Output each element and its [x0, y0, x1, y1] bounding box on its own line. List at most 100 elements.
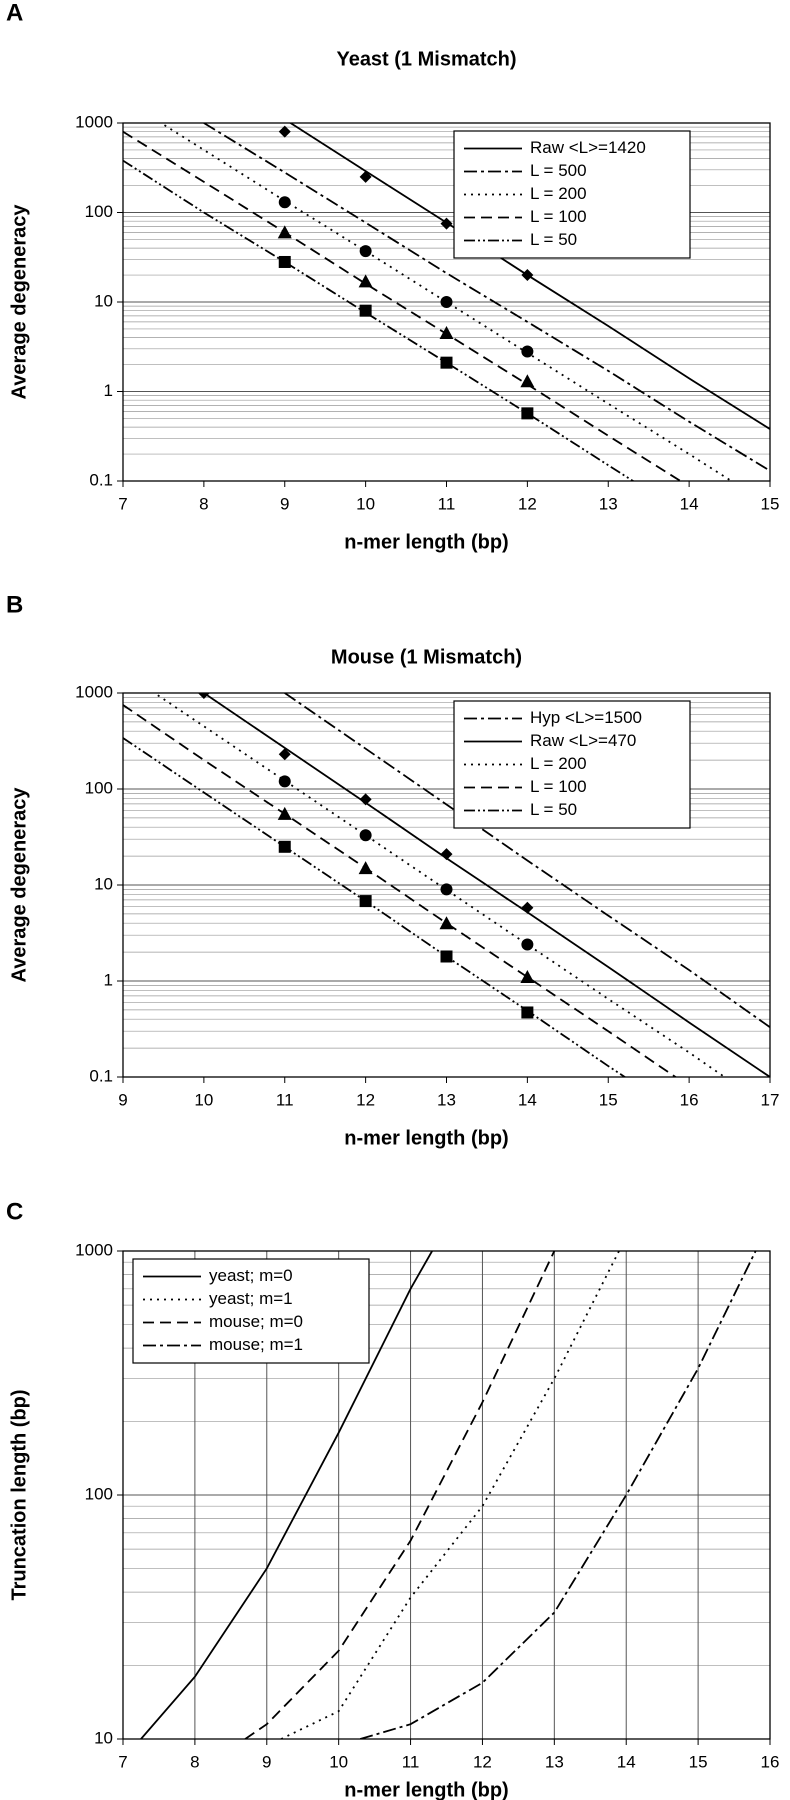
- x-tick-label: 15: [761, 494, 780, 513]
- y-tick-label: 1: [104, 970, 113, 989]
- y-tick-label: 10: [94, 1728, 113, 1747]
- y-axis-title: Truncation length (bp): [8, 1389, 30, 1600]
- marker: [278, 748, 291, 761]
- marker: [440, 356, 453, 369]
- marker: [440, 296, 453, 308]
- y-tick-label: 1: [104, 381, 113, 400]
- y-tick-label: 1000: [75, 1240, 113, 1259]
- marker: [359, 829, 372, 842]
- series-group: [140, 1251, 757, 1739]
- y-tick-label: 100: [85, 202, 113, 221]
- x-tick-label: 12: [518, 494, 537, 513]
- x-tick-label: 16: [761, 1752, 780, 1771]
- y-tick-label: 10: [94, 874, 113, 893]
- y-tick-label: 100: [85, 778, 113, 797]
- x-tick-label: 10: [194, 1090, 213, 1109]
- marker: [439, 916, 454, 930]
- x-tick-label: 9: [262, 1752, 271, 1771]
- x-tick-label: 14: [518, 1090, 537, 1109]
- x-tick-label: 11: [402, 1752, 420, 1771]
- series-line: [359, 1251, 757, 1739]
- marker: [277, 225, 292, 239]
- marker: [358, 861, 373, 875]
- marker: [440, 950, 453, 963]
- x-tick-label: 8: [199, 494, 208, 513]
- plot-frame: [122, 692, 771, 1078]
- x-tick-label: 7: [118, 494, 127, 513]
- series-group: [123, 123, 770, 481]
- marker: [359, 895, 372, 908]
- x-tick-label: 17: [761, 1090, 780, 1109]
- marker: [440, 217, 453, 230]
- legend-label: Raw <L>=1420: [530, 138, 646, 157]
- marker: [440, 848, 453, 861]
- y-tick-label: 0.1: [89, 1066, 113, 1085]
- x-tick-label: 12: [473, 1752, 492, 1771]
- marker: [278, 125, 291, 138]
- marker: [521, 345, 534, 358]
- series-line: [203, 123, 770, 472]
- x-tick-label: 8: [190, 1752, 199, 1771]
- marker: [359, 793, 372, 806]
- legend-label: yeast; m=1: [209, 1289, 293, 1308]
- marker: [521, 407, 534, 420]
- chart-title: Mouse (1 Mismatch): [331, 646, 522, 668]
- marker: [359, 170, 372, 183]
- series-line: [244, 1251, 556, 1739]
- legend-label: mouse; m=1: [209, 1335, 303, 1354]
- x-tick-label: 10: [329, 1752, 348, 1771]
- plot-frame: [122, 1250, 771, 1740]
- legend-label: L = 200: [530, 184, 587, 203]
- series-line: [203, 693, 770, 1077]
- x-axis-title: n-mer length (bp): [344, 1127, 508, 1149]
- y-tick-label: 1000: [75, 682, 113, 701]
- legend-label: yeast; m=0: [209, 1266, 293, 1285]
- y-axis-title: Average degeneracy: [8, 787, 30, 983]
- series-line: [123, 159, 635, 481]
- marker: [359, 304, 372, 317]
- x-tick-label: 15: [689, 1752, 708, 1771]
- x-tick-label: 7: [118, 1752, 127, 1771]
- marker: [278, 840, 291, 853]
- y-axis-title: Average degeneracy: [8, 204, 30, 400]
- marker: [278, 775, 291, 788]
- x-tick-label: 13: [599, 494, 618, 513]
- legend-label: L = 500: [530, 161, 587, 180]
- x-tick-label: 13: [545, 1752, 564, 1771]
- marker: [197, 693, 210, 699]
- legend-label: Hyp <L>=1500: [530, 708, 642, 727]
- y-tick-label: 1000: [75, 112, 113, 131]
- legend-label: mouse; m=0: [209, 1312, 303, 1331]
- marker: [359, 245, 372, 258]
- x-tick-label: 11: [276, 1090, 294, 1109]
- x-tick-label: 14: [680, 494, 699, 513]
- series-line: [123, 737, 627, 1077]
- series-line: [123, 704, 678, 1077]
- series-line: [123, 130, 683, 481]
- x-tick-label: 12: [356, 1090, 375, 1109]
- marker: [358, 274, 373, 288]
- marker: [278, 255, 291, 268]
- legend-label: L = 100: [530, 777, 587, 796]
- marker: [520, 374, 535, 388]
- panel-label: A: [6, 0, 23, 26]
- marker: [440, 883, 453, 896]
- x-tick-label: 9: [280, 494, 289, 513]
- legend-label: L = 100: [530, 207, 587, 226]
- y-tick-label: 100: [85, 1484, 113, 1503]
- legend-label: Raw <L>=470: [530, 731, 636, 750]
- x-tick-label: 11: [438, 494, 456, 513]
- marker: [521, 1006, 534, 1019]
- marker: [278, 196, 291, 209]
- plot-frame: [122, 122, 771, 482]
- legend-label: L = 50: [530, 230, 577, 249]
- x-axis-title: n-mer length (bp): [344, 1779, 508, 1800]
- x-tick-label: 15: [599, 1090, 618, 1109]
- marker: [521, 269, 534, 282]
- x-tick-label: 10: [356, 494, 375, 513]
- x-tick-label: 16: [680, 1090, 699, 1109]
- x-tick-label: 14: [617, 1752, 636, 1771]
- x-tick-label: 13: [437, 1090, 456, 1109]
- series-group: [123, 693, 770, 1077]
